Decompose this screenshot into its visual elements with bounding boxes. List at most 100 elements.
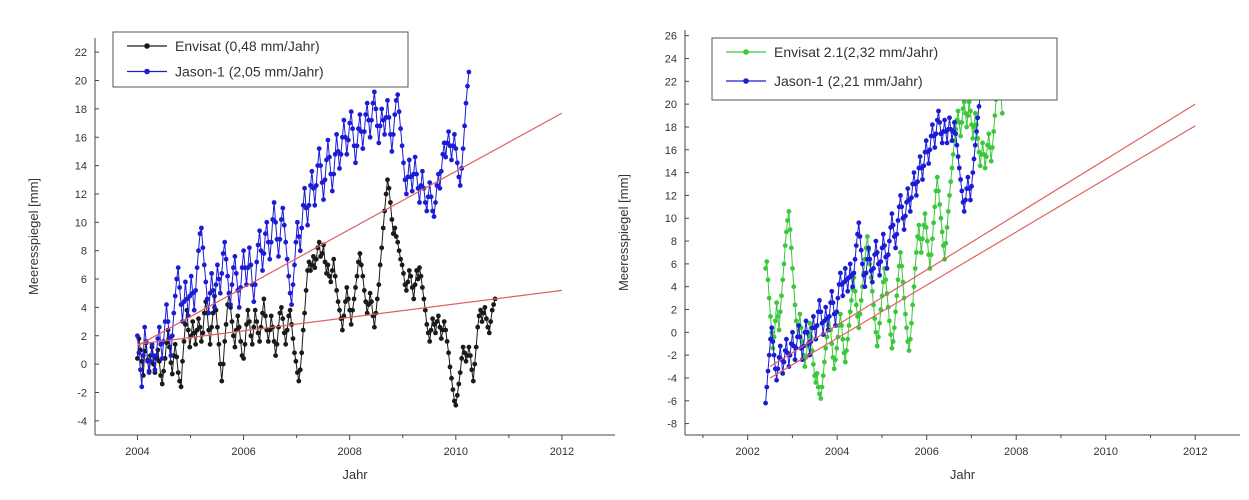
data-point xyxy=(254,319,260,324)
data-point xyxy=(454,392,460,398)
data-point xyxy=(412,154,418,160)
data-point xyxy=(838,270,843,276)
y-tick-label: 12 xyxy=(665,190,677,202)
data-point xyxy=(851,270,857,276)
data-point xyxy=(907,209,913,214)
data-point xyxy=(869,288,875,294)
data-point xyxy=(398,126,403,132)
data-point xyxy=(316,146,322,152)
data-point xyxy=(142,324,148,330)
data-point xyxy=(385,98,390,103)
data-point xyxy=(241,248,247,254)
data-point xyxy=(869,279,875,285)
data-point xyxy=(203,279,209,285)
data-point xyxy=(373,106,379,112)
data-point xyxy=(992,113,998,118)
data-point xyxy=(199,225,204,231)
data-point xyxy=(271,200,277,205)
data-point xyxy=(430,316,435,322)
data-point xyxy=(412,282,418,288)
data-point xyxy=(146,370,152,375)
data-point xyxy=(191,307,197,313)
data-point xyxy=(187,344,193,350)
data-point xyxy=(479,319,485,324)
data-point xyxy=(345,296,351,302)
data-point xyxy=(443,327,449,333)
data-point xyxy=(340,327,345,333)
data-point xyxy=(834,309,840,315)
data-point xyxy=(228,302,233,307)
data-point xyxy=(361,129,367,135)
data-point xyxy=(248,262,254,268)
data-point xyxy=(873,329,879,335)
data-point xyxy=(884,266,890,271)
data-point xyxy=(990,145,995,150)
data-point xyxy=(773,318,778,324)
data-point xyxy=(779,293,784,299)
data-point xyxy=(887,318,892,324)
data-point xyxy=(776,327,782,333)
data-point xyxy=(292,350,297,356)
data-point xyxy=(213,282,219,288)
data-point xyxy=(473,344,479,350)
data-point xyxy=(482,305,488,310)
data-point xyxy=(289,302,294,307)
data-point xyxy=(370,100,376,106)
data-point xyxy=(457,370,463,375)
data-point xyxy=(933,131,939,137)
data-point xyxy=(377,262,383,268)
data-point xyxy=(328,279,334,285)
data-point xyxy=(334,288,339,293)
data-point xyxy=(212,305,217,310)
data-point xyxy=(184,296,190,302)
data-point xyxy=(398,256,403,262)
data-point xyxy=(811,361,816,367)
data-point xyxy=(930,122,935,128)
data-point xyxy=(952,120,957,125)
data-point xyxy=(161,368,167,374)
data-point xyxy=(257,339,262,344)
data-point xyxy=(220,361,226,367)
data-point xyxy=(977,163,983,169)
data-point xyxy=(763,266,768,271)
data-point xyxy=(421,296,427,302)
data-point xyxy=(354,273,360,279)
data-point xyxy=(971,156,977,162)
data-point xyxy=(456,381,462,387)
data-point xyxy=(845,336,851,342)
data-point xyxy=(206,327,212,333)
y-tick-label: 8 xyxy=(671,236,677,248)
data-point xyxy=(782,243,788,249)
data-point xyxy=(818,309,824,315)
data-point xyxy=(357,251,363,256)
data-point xyxy=(273,353,278,358)
data-point xyxy=(433,330,438,336)
y-tick-label: 4 xyxy=(81,302,87,314)
data-point xyxy=(283,341,289,347)
data-point xyxy=(842,266,848,271)
data-point xyxy=(140,353,146,358)
data-point xyxy=(970,136,976,141)
data-point xyxy=(354,143,360,149)
data-point xyxy=(158,341,164,347)
data-point xyxy=(926,161,932,166)
data-point xyxy=(965,174,971,180)
data-point xyxy=(247,245,252,251)
y-tick-label: 24 xyxy=(665,54,677,66)
data-point xyxy=(891,325,897,331)
data-point xyxy=(771,352,777,358)
data-point xyxy=(918,250,924,255)
data-point xyxy=(947,115,952,121)
data-point xyxy=(327,154,332,160)
data-point xyxy=(376,140,382,146)
x-tick-label: 2010 xyxy=(1093,446,1117,458)
legend-box xyxy=(711,37,1058,101)
data-point xyxy=(804,329,810,335)
data-point xyxy=(242,341,248,347)
data-point xyxy=(247,319,252,324)
data-point xyxy=(344,151,350,157)
data-point xyxy=(819,384,825,390)
data-point xyxy=(284,327,290,333)
data-point xyxy=(449,375,454,381)
data-point xyxy=(786,209,792,214)
